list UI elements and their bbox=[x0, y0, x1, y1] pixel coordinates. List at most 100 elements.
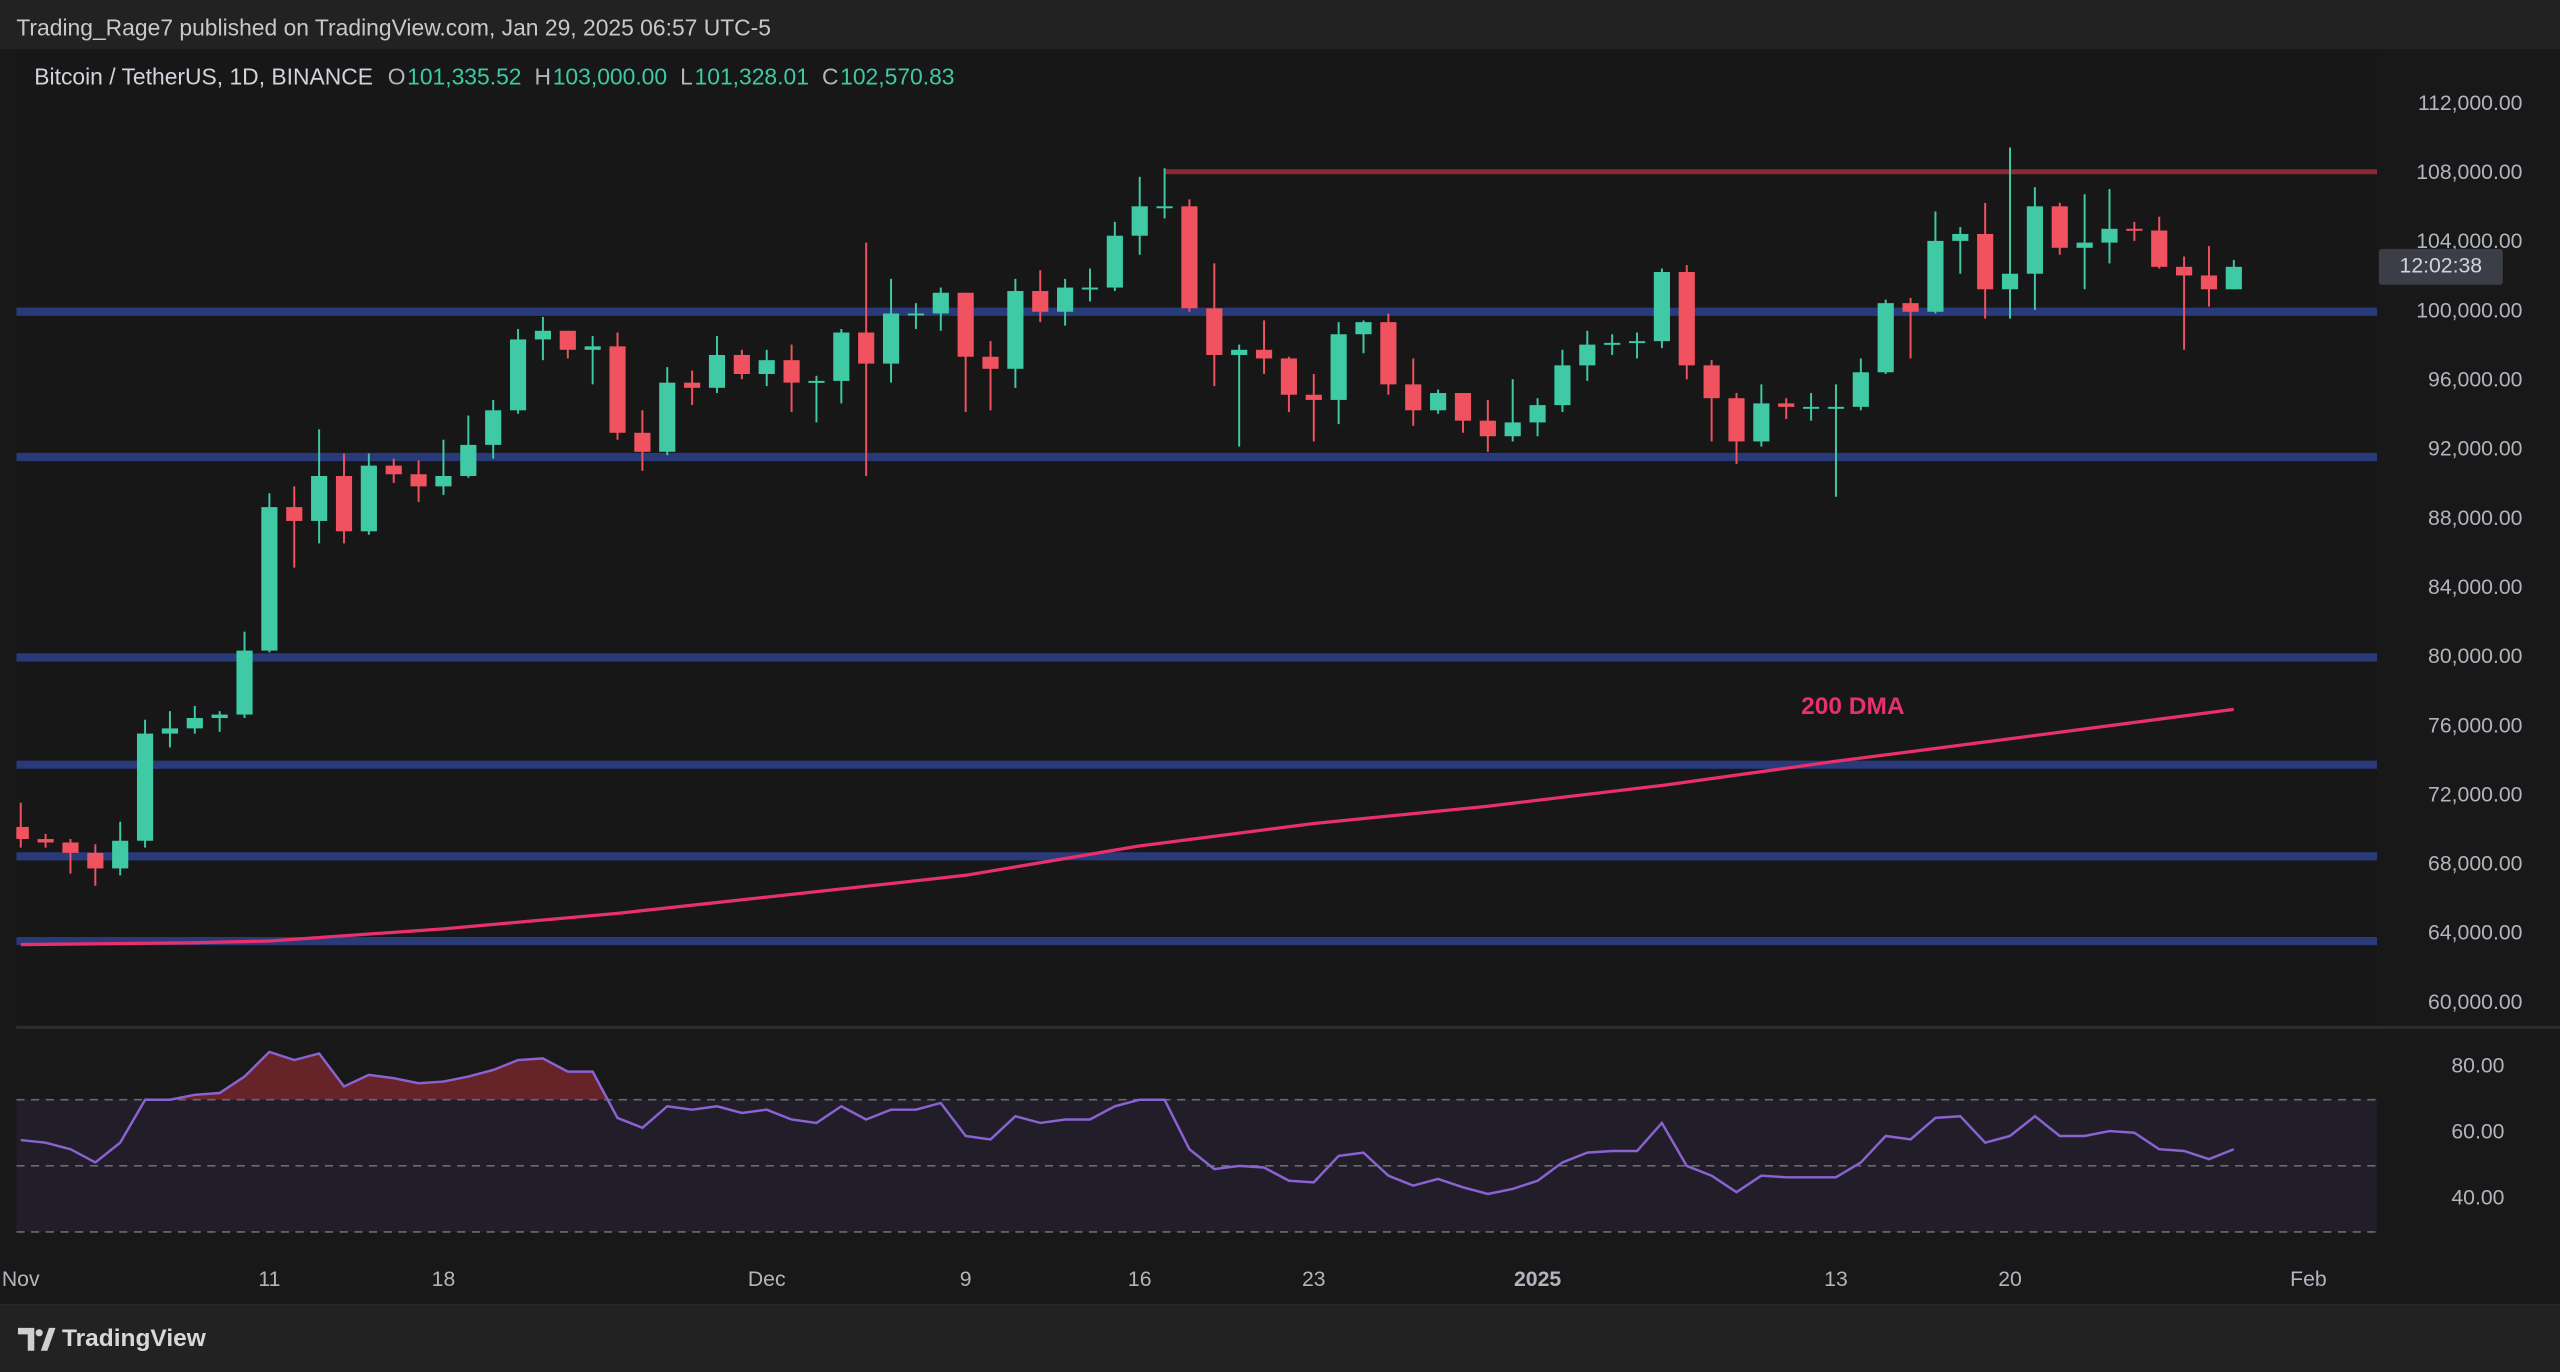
candle-body bbox=[161, 728, 179, 734]
candle-body bbox=[286, 507, 303, 521]
candle-body bbox=[1852, 372, 1869, 407]
y-tick-label: 60,000.00 bbox=[2428, 991, 2522, 1014]
x-tick-label: 18 bbox=[432, 1268, 456, 1291]
top-bar bbox=[0, 0, 2560, 49]
y-tick-label: 72,000.00 bbox=[2428, 783, 2522, 806]
candle-body bbox=[708, 354, 726, 388]
candle-body bbox=[1057, 287, 1074, 312]
candle-body bbox=[112, 840, 129, 869]
candle-body bbox=[1703, 365, 1720, 399]
candle-body bbox=[16, 826, 29, 840]
candle-body bbox=[684, 382, 701, 388]
candle-body bbox=[1007, 291, 1024, 369]
candle-body bbox=[1678, 272, 1695, 366]
candle-body bbox=[1355, 322, 1372, 335]
candle-body bbox=[62, 842, 79, 853]
ohlc-value: 101,328.01 bbox=[695, 63, 809, 89]
candle-body bbox=[1977, 233, 1994, 290]
candle-body bbox=[1877, 303, 1894, 373]
candle-body bbox=[1405, 384, 1422, 411]
candle-body bbox=[311, 475, 328, 521]
y-tick-label: 76,000.00 bbox=[2428, 714, 2522, 737]
candle-body bbox=[2026, 206, 2043, 274]
candle-body bbox=[858, 332, 875, 364]
price-pane bbox=[16, 49, 2378, 1026]
candle-body bbox=[509, 339, 527, 411]
candle-body bbox=[1778, 403, 1795, 407]
y-tick-label: 104,000.00 bbox=[2416, 230, 2522, 253]
candle-body bbox=[2101, 228, 2118, 243]
candle-body bbox=[2001, 273, 2019, 290]
chart-layer: 60,000.00 64,000.00 68,000.00 72,000.00 76,0… bbox=[2, 63, 2523, 1291]
candle-body bbox=[2051, 206, 2068, 248]
candle-body bbox=[2176, 266, 2193, 276]
candle-body bbox=[360, 465, 377, 532]
y-tick-label: 40.00 bbox=[2451, 1186, 2504, 1209]
candle-body bbox=[460, 444, 477, 476]
y-tick-label: 112,000.00 bbox=[2418, 92, 2523, 115]
candle-body bbox=[261, 507, 278, 651]
candle-body bbox=[1454, 393, 1472, 421]
moving-average bbox=[20, 707, 2235, 947]
countdown-box bbox=[2378, 248, 2503, 285]
candle-body bbox=[957, 292, 974, 357]
candle-body bbox=[534, 330, 552, 340]
candle-body bbox=[2200, 275, 2218, 290]
ohlc-value: 103,000.00 bbox=[553, 63, 667, 89]
candle-body bbox=[1927, 240, 1944, 312]
candle-body bbox=[1504, 422, 1521, 437]
candle-body bbox=[136, 733, 154, 841]
candle-body bbox=[410, 474, 427, 487]
candle-body bbox=[186, 718, 203, 729]
tradingview-logo bbox=[17, 1327, 56, 1351]
candle-body bbox=[907, 313, 924, 316]
x-tick-label: 23 bbox=[1302, 1268, 1326, 1291]
countdown: 12:02:38 bbox=[2400, 254, 2483, 277]
candle-body bbox=[1653, 272, 1670, 342]
candle-body bbox=[1579, 344, 1596, 366]
candle-body bbox=[634, 432, 651, 452]
candle-body bbox=[1728, 398, 1745, 442]
candle-body bbox=[1081, 287, 1099, 290]
logo-dot bbox=[35, 1329, 43, 1337]
candle-body bbox=[236, 650, 253, 715]
candle-body bbox=[808, 380, 825, 383]
candle-body bbox=[1753, 403, 1770, 442]
price-plot bbox=[16, 147, 2378, 947]
candle-body bbox=[37, 839, 54, 843]
candle-body bbox=[1479, 420, 1496, 437]
candle-body bbox=[1902, 303, 1919, 312]
candle-body bbox=[982, 356, 999, 369]
candle-body bbox=[609, 346, 626, 433]
x-tick-label: Feb bbox=[2290, 1268, 2327, 1291]
y-tick-label: 80,000.00 bbox=[2428, 645, 2522, 668]
x-tick-label: Dec bbox=[748, 1268, 786, 1291]
candle-body bbox=[1380, 322, 1397, 385]
candle-body bbox=[2225, 266, 2242, 290]
candle-body bbox=[1827, 406, 1845, 409]
rsi-plot bbox=[16, 1050, 2378, 1233]
candle-body bbox=[2126, 228, 2143, 231]
overbought-fill bbox=[170, 1051, 608, 1100]
ohlc-label: L bbox=[680, 63, 693, 89]
ohlc-label: C bbox=[822, 63, 839, 89]
x-tick-label: 20 bbox=[1998, 1268, 2022, 1291]
candle-body bbox=[1181, 206, 1198, 309]
candle-body bbox=[1106, 235, 1123, 288]
candle-body bbox=[733, 354, 750, 375]
y-tick-label: 60.00 bbox=[2451, 1120, 2504, 1143]
candle-body bbox=[1952, 233, 1969, 241]
candle-body bbox=[1554, 365, 1571, 406]
ohlc-label: O bbox=[388, 63, 406, 89]
candle-body bbox=[1305, 394, 1322, 400]
x-tick-label: 9 bbox=[960, 1268, 972, 1291]
candle-body bbox=[1032, 291, 1049, 312]
y-tick-label: 108,000.00 bbox=[2416, 161, 2522, 184]
brand: TradingView bbox=[62, 1325, 207, 1352]
publisher-line: Trading_Rage7 published on TradingView.c… bbox=[16, 14, 771, 40]
candle-body bbox=[1628, 341, 1646, 344]
candle-body bbox=[1206, 308, 1223, 355]
candle-body bbox=[833, 332, 850, 381]
